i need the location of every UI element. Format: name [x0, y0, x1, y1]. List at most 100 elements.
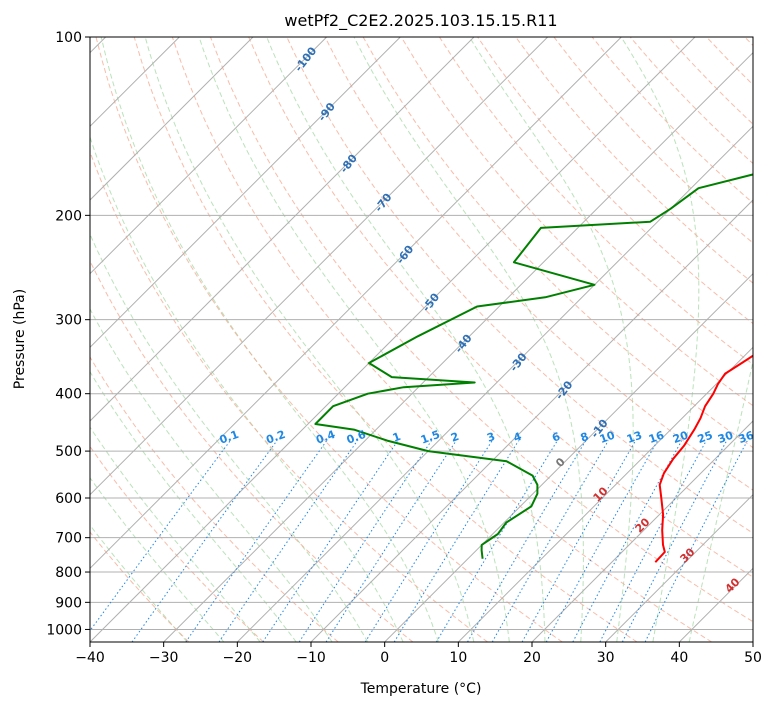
isotherm-line — [310, 199, 753, 642]
x-tick-label: 20 — [523, 650, 541, 666]
moist-adiabat-label: 40 — [723, 575, 743, 595]
dry-adiabat-line — [744, 37, 753, 47]
moist-adiabat-line — [90, 426, 261, 642]
y-tick-label: 400 — [55, 387, 82, 403]
y-tick-label: 700 — [55, 531, 82, 547]
dry-adiabat-line — [95, 37, 563, 642]
y-axis-label: Pressure (hPa) — [12, 289, 28, 389]
moist-adiabat-line — [90, 135, 404, 642]
mixing-ratio-label: 16 — [647, 428, 666, 446]
moist-adiabat-line — [469, 37, 634, 642]
y-tick-label: 800 — [55, 565, 82, 581]
moist-adiabat-label: 10 — [591, 484, 611, 504]
mixing-ratio-label: 3 — [485, 430, 497, 445]
isotherm-line — [90, 37, 401, 349]
x-tick-label: −30 — [149, 650, 179, 666]
mixing-ratio-label: 36 — [737, 428, 756, 446]
x-tick-label: 50 — [744, 650, 762, 666]
moist-adiabat-line — [688, 358, 753, 642]
mixing-ratio-label: 0.2 — [264, 428, 287, 447]
moist-adiabat-line — [266, 37, 546, 642]
y-tick-label: 500 — [55, 444, 82, 460]
moist-adiabat-line — [90, 476, 225, 642]
isotherm-line — [752, 641, 753, 642]
moist-adiabat-line — [90, 308, 333, 642]
isotherm-line — [90, 37, 696, 642]
moist-adiabat-line — [90, 524, 188, 642]
mixing-ratio-label: 2 — [449, 430, 461, 445]
guide-line-labels: 0.1 0.2 0.4 0.6 1 1.5 2 3 4 6 8 10 13 16 20 25 30 36-100-… — [218, 44, 756, 595]
x-axis: −40 −30 −20 −10 0 10 20 30 40 50 — [75, 642, 762, 666]
dry-adiabat-line — [400, 37, 753, 407]
x-tick-label: −40 — [75, 650, 105, 666]
mixing-ratio-line — [90, 440, 231, 632]
mixing-ratio-label: 0.4 — [314, 428, 337, 447]
x-tick-label: −20 — [223, 650, 253, 666]
mixing-ratio-line — [325, 440, 457, 642]
x-tick-label: 10 — [449, 650, 467, 666]
isotherm-line — [90, 37, 549, 496]
temperature-profile-line — [654, 354, 753, 563]
moist-adiabat-line — [198, 37, 510, 642]
isotherm-line — [605, 493, 753, 642]
mixing-ratio-line — [572, 440, 683, 642]
moist-adiabat-label: 30 — [678, 545, 698, 565]
mixing-ratio-label: 1.5 — [419, 428, 442, 447]
y-tick-label: 100 — [55, 30, 82, 46]
mixing-ratio-label: 20 — [671, 428, 690, 446]
moist-adiabat-line — [144, 37, 475, 642]
dry-adiabat-line — [90, 150, 488, 642]
plot-frame — [89, 36, 754, 643]
dry-adiabat-line — [706, 37, 753, 86]
chart-title: wetPf2_C2E2.2025.103.15.15.R11 — [284, 11, 557, 31]
dry-adiabat-line — [90, 356, 339, 642]
dry-adiabat-line — [210, 37, 753, 623]
moist-adiabats — [90, 37, 753, 642]
mixing-ratio-label: 13 — [625, 429, 644, 446]
mixing-ratio-label: 30 — [716, 428, 735, 446]
mixing-ratio-label: 10 — [598, 428, 617, 446]
mixing-ratio-line — [393, 440, 520, 642]
x-tick-label: −10 — [296, 650, 326, 666]
mixing-ratio-line — [185, 440, 328, 642]
dewpoint-profile-line — [314, 173, 753, 559]
mixing-ratio-lines — [90, 440, 748, 642]
mixing-ratio-line — [218, 440, 358, 642]
isotherm-line — [384, 272, 753, 642]
y-tick-label: 900 — [55, 595, 82, 611]
mixing-ratio-label: 0.1 — [218, 428, 241, 447]
y-tick-label: 200 — [55, 208, 82, 224]
mixing-ratio-label: 0.6 — [345, 428, 368, 447]
x-tick-label: 0 — [380, 650, 389, 666]
mixing-ratio-label: 25 — [696, 429, 715, 446]
moist-adiabat-line — [353, 37, 584, 642]
mixing-ratio-label: 1 — [391, 430, 403, 445]
mixing-ratio-line — [644, 440, 748, 642]
mixing-ratio-line — [298, 440, 432, 642]
y-tick-label: 300 — [55, 313, 82, 329]
isotherm-line — [163, 51, 753, 642]
isotherm-line — [236, 125, 753, 642]
mixing-ratio-line — [467, 440, 587, 642]
dry-adiabats — [90, 37, 753, 642]
dry-adiabat-line — [90, 445, 264, 642]
isotherm-line — [457, 346, 753, 642]
mixing-ratio-line — [131, 440, 278, 642]
moist-adiabat-line — [620, 37, 700, 642]
plot-area: 0.1 0.2 0.4 0.6 1 1.5 2 3 4 6 8 10 13 16 20 25 30 36-100-… — [90, 37, 756, 642]
y-tick-label: 1000 — [46, 622, 82, 638]
moist-adiabat-label: 20 — [633, 515, 653, 535]
sounding-series — [314, 173, 753, 563]
y-tick-label: 600 — [55, 491, 82, 507]
dry-adiabat-line — [90, 259, 414, 642]
mixing-ratio-line — [621, 440, 728, 642]
skewed-isotherms — [90, 37, 753, 642]
dry-adiabat-line — [90, 531, 190, 642]
isotherm-line — [90, 37, 328, 275]
dry-adiabat-line — [171, 37, 712, 642]
mixing-ratio-line — [599, 440, 707, 642]
mixing-ratio-line — [262, 440, 399, 642]
mixing-ratio-line — [521, 440, 637, 642]
dry-adiabat-label: -20 — [553, 378, 576, 402]
